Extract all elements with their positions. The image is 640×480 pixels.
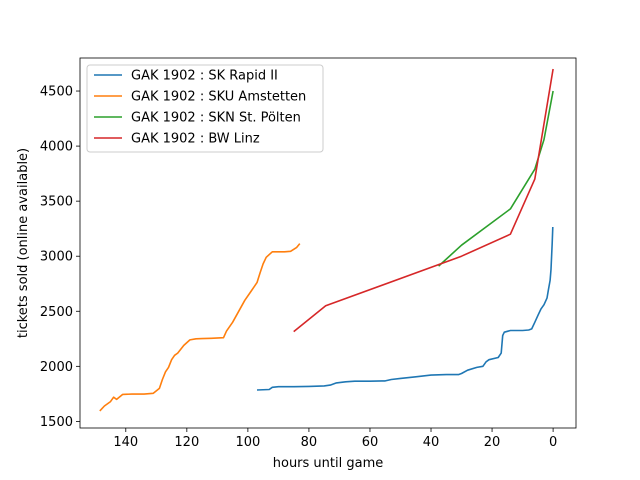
x-tick-label-4: 60: [362, 435, 379, 450]
legend-label-2: GAK 1902 : SKN St. Pölten: [131, 111, 301, 126]
x-tick-label-6: 20: [484, 435, 501, 450]
series-line-2: [438, 90, 554, 267]
legend-label-1: GAK 1902 : SKU Amstetten: [131, 90, 306, 105]
x-tick-label-1: 120: [174, 435, 199, 450]
x-axis: 140 120 100 80 60 40 20 0: [113, 428, 557, 450]
series-line-0: [256, 226, 554, 391]
y-tick-label-5: 4000: [40, 140, 73, 155]
series-line-1: [99, 243, 301, 412]
x-tick-label-7: 0: [549, 435, 557, 450]
y-tick-label-3: 3000: [40, 250, 73, 265]
series-line-3: [293, 68, 554, 333]
x-tick-label-3: 80: [301, 435, 318, 450]
legend-label-3: GAK 1902 : BW Linz: [131, 132, 260, 147]
y-tick-label-0: 1500: [40, 415, 73, 430]
y-axis: 1500 2000 2500 3000 3500 4000 4500: [40, 85, 80, 430]
series-layer: [99, 68, 554, 412]
legend: GAK 1902 : SK Rapid II GAK 1902 : SKU Ams…: [86, 64, 324, 153]
y-tick-label-1: 2000: [40, 360, 73, 375]
legend-box: [86, 64, 324, 153]
y-tick-label-4: 3500: [40, 195, 73, 210]
x-tick-label-5: 40: [423, 435, 440, 450]
x-axis-label: hours until game: [273, 456, 384, 471]
y-tick-label-2: 2500: [40, 305, 73, 320]
legend-label-0: GAK 1902 : SK Rapid II: [131, 69, 278, 84]
x-tick-label-2: 100: [235, 435, 260, 450]
y-axis-label: tickets sold (online available): [16, 148, 31, 338]
y-tick-label-6: 4500: [40, 85, 73, 100]
x-tick-label-0: 140: [113, 435, 138, 450]
plot-frame: [79, 57, 577, 429]
